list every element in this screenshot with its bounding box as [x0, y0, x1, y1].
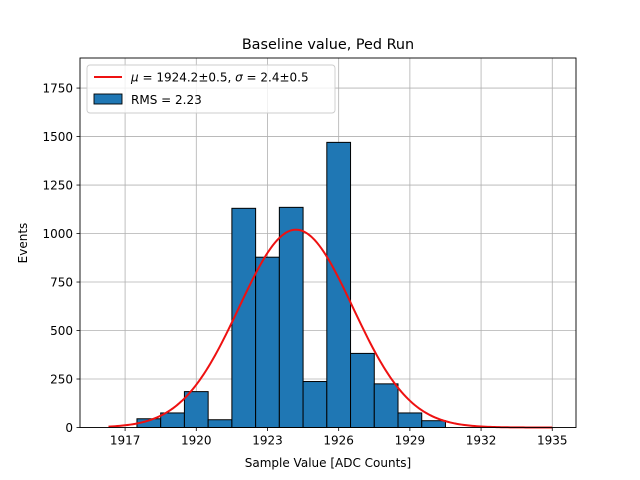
legend-rms-label: RMS = 2.23: [131, 93, 202, 107]
histogram-bar: [160, 412, 185, 429]
gaussian-fit-curve: [108, 228, 553, 429]
legend-box: [86, 64, 336, 114]
histogram-bar: [231, 207, 257, 428]
x-axis-label: Sample Value [ADC Counts]: [245, 456, 411, 470]
histogram-bar: [326, 141, 352, 428]
axes-frame: [79, 57, 577, 428]
x-tick-label: 1932: [466, 434, 497, 448]
histogram-bar: [302, 381, 328, 428]
y-tick-label: 1250: [42, 178, 73, 192]
legend-sigma-value: = 2.4±0.5: [243, 71, 309, 85]
histogram-bar: [278, 206, 304, 428]
y-axis-ticks: 0 250 500 750 1000 1250 1500 1750: [42, 81, 80, 435]
legend-histogram-swatch: [93, 93, 123, 105]
y-tick-label: 1750: [42, 81, 73, 95]
x-tick-label: 1917: [110, 434, 141, 448]
legend-fit-label: μ = 1924.2±0.5, σ = 2.4±0.5: [130, 71, 309, 85]
histogram-bar: [373, 383, 399, 429]
histogram-bar: [183, 391, 209, 428]
y-tick-label: 1500: [42, 130, 73, 144]
histogram-bar: [255, 256, 280, 428]
x-tick-label: 1923: [252, 434, 283, 448]
histogram-bar: [397, 412, 423, 429]
histogram-bar: [350, 352, 375, 428]
y-axis-label: Events: [16, 223, 30, 264]
x-tick-label: 1926: [323, 434, 354, 448]
legend-mu-value: = 1924.2±0.5,: [139, 71, 235, 85]
x-axis-ticks: 1917 1920 1923 1926 1929 1932 1935: [110, 427, 568, 448]
y-tick-label: 500: [50, 324, 73, 338]
x-tick-label: 1935: [537, 434, 568, 448]
legend: μ = 1924.2±0.5, σ = 2.4±0.5 RMS = 2.23: [86, 64, 336, 114]
legend-sigma-symbol: σ: [235, 71, 243, 85]
y-tick-label: 0: [65, 421, 73, 435]
y-tick-label: 1000: [42, 227, 73, 241]
histogram-bar: [421, 420, 446, 428]
histogram-bars: [136, 141, 446, 429]
histogram-bar: [207, 419, 233, 428]
x-tick-label: 1920: [181, 434, 212, 448]
legend-mu-symbol: μ: [130, 71, 139, 85]
chart-title: Baseline value, Ped Run: [242, 37, 414, 53]
y-tick-label: 250: [50, 372, 73, 386]
x-tick-label: 1929: [395, 434, 426, 448]
y-tick-label: 750: [50, 275, 73, 289]
